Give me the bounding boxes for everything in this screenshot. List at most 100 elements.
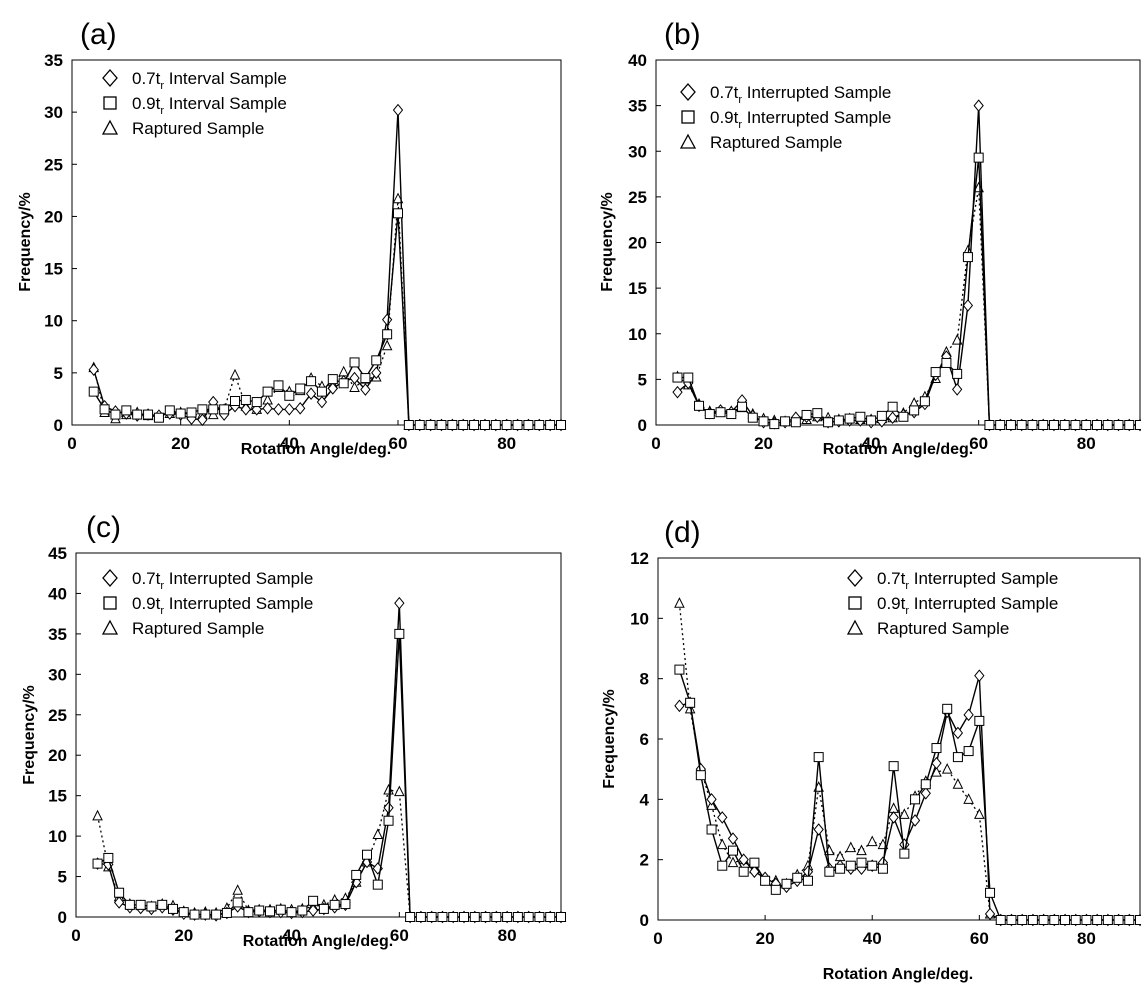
data-point: [275, 904, 286, 915]
data-point: [99, 404, 110, 415]
data-point: [338, 378, 349, 389]
data-point: [931, 756, 942, 770]
data-point: [382, 329, 393, 340]
series-line: [97, 603, 561, 918]
legend-label: 0.9tr Interrupted Sample: [877, 594, 1058, 617]
data-point: [801, 409, 812, 420]
data-point: [200, 909, 211, 920]
x-tick-label: 20: [754, 434, 773, 453]
data-point: [952, 368, 963, 379]
data-point: [211, 909, 222, 920]
series-line: [93, 213, 561, 426]
series-line: [679, 675, 1140, 921]
data-point: [674, 597, 685, 608]
data-point: [1005, 420, 1016, 430]
data-point: [394, 596, 405, 610]
y-tick-label: 30: [628, 142, 647, 161]
data-point: [1049, 915, 1060, 925]
data-point: [208, 404, 219, 415]
data-point: [704, 409, 715, 420]
data-point: [973, 152, 984, 163]
legend-label: Raptured Sample: [877, 619, 1009, 638]
data-point: [760, 875, 771, 886]
data-point: [501, 420, 512, 430]
data-point: [113, 896, 125, 909]
legend-marker: [103, 596, 117, 610]
data-point: [856, 844, 867, 856]
data-point: [824, 866, 835, 877]
x-tick-label: 20: [171, 434, 190, 453]
x-tick-label: 60: [389, 434, 408, 453]
data-point: [1091, 420, 1102, 430]
data-point: [1135, 915, 1141, 925]
data-point: [240, 394, 251, 405]
data-point: [1102, 915, 1113, 925]
data-point: [512, 420, 523, 430]
data-point: [372, 828, 384, 839]
data-point: [414, 420, 425, 430]
data-point: [146, 901, 157, 912]
plot-frame: [75, 552, 562, 918]
y-axis-title: Frequency/%: [17, 192, 34, 292]
y-axis-title: Frequency/%: [21, 685, 38, 785]
data-point: [295, 402, 306, 415]
series-triangle: [672, 181, 1141, 430]
series-square: [672, 152, 1141, 430]
data-point: [490, 420, 501, 430]
legend-marker: [846, 619, 864, 635]
y-tick-label: 30: [48, 665, 67, 684]
data-point: [219, 404, 230, 415]
data-point: [1060, 915, 1071, 925]
y-tick-label: 5: [638, 370, 647, 389]
y-tick-label: 12: [630, 549, 649, 568]
data-point: [383, 783, 394, 795]
data-point: [362, 849, 372, 860]
data-point: [962, 252, 973, 263]
data-point: [995, 420, 1006, 430]
data-point: [792, 872, 803, 883]
data-point: [88, 386, 99, 397]
x-tick-label: 60: [970, 929, 989, 948]
data-point: [351, 869, 362, 880]
y-tick-label: 30: [44, 103, 63, 122]
data-point: [480, 912, 491, 922]
y-axis-title: Frequency/%: [599, 192, 616, 292]
data-point: [727, 856, 739, 868]
data-point: [372, 879, 383, 890]
data-point: [941, 763, 953, 774]
data-point: [175, 408, 186, 419]
data-point: [143, 409, 154, 420]
y-tick-label: 8: [640, 670, 649, 689]
data-point: [556, 420, 566, 430]
legend-label: 0.9tr Interval Sample: [132, 94, 287, 117]
data-point: [459, 912, 469, 922]
x-tick-label: 60: [969, 434, 988, 453]
data-point: [888, 802, 899, 813]
data-point: [349, 381, 360, 392]
data-point: [726, 409, 737, 420]
data-point: [672, 372, 683, 383]
data-point: [458, 420, 469, 430]
data-point: [855, 411, 866, 422]
data-point: [727, 845, 738, 856]
y-tick-label: 0: [640, 911, 649, 930]
data-point: [951, 334, 963, 345]
x-tick-label: 80: [1077, 434, 1096, 453]
data-point: [758, 416, 769, 427]
data-point: [931, 766, 942, 777]
x-tick-label: 80: [1077, 929, 1096, 948]
data-point: [1135, 420, 1141, 430]
data-point: [888, 761, 899, 772]
data-point: [952, 383, 963, 396]
series-line: [96, 789, 561, 918]
legend-marker: [848, 596, 862, 610]
data-point: [1113, 915, 1124, 925]
data-point: [306, 376, 317, 387]
data-point: [383, 815, 394, 826]
x-tick-label: 0: [71, 926, 80, 945]
data-point: [491, 912, 502, 922]
data-point: [394, 628, 405, 639]
data-point: [683, 372, 694, 383]
data-point: [1017, 915, 1028, 925]
x-tick-label: 80: [497, 434, 516, 453]
